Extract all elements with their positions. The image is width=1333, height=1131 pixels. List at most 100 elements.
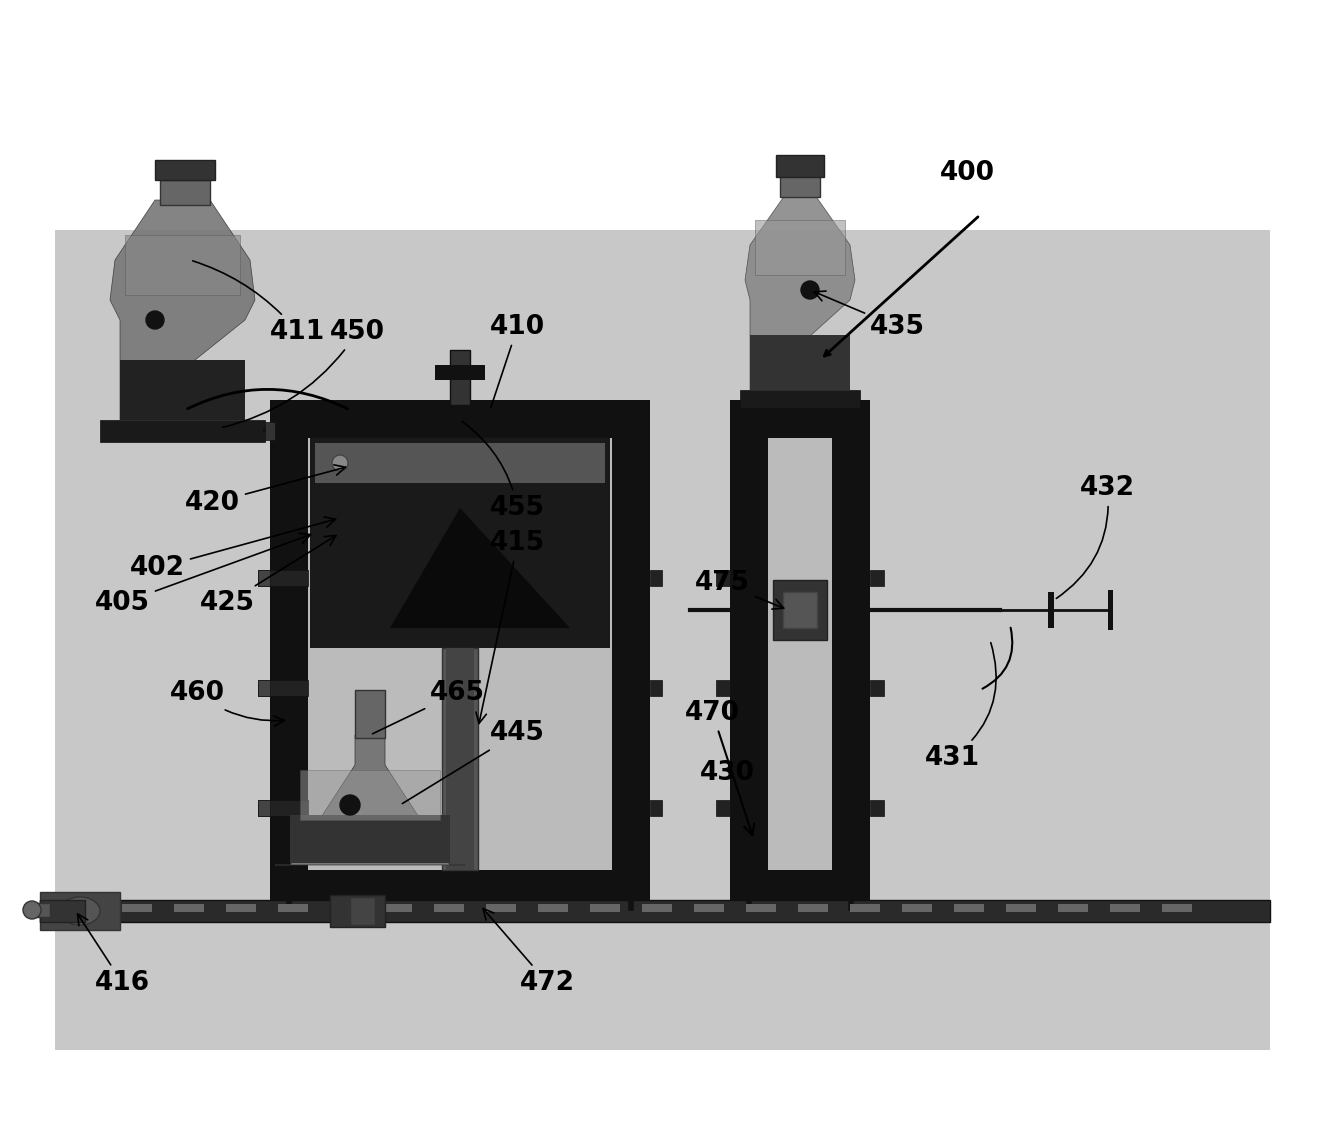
Bar — [694, 904, 724, 912]
Text: 400: 400 — [940, 159, 994, 185]
Text: 411: 411 — [193, 261, 325, 345]
Bar — [651, 800, 663, 815]
Text: 465: 465 — [372, 680, 485, 734]
Bar — [870, 800, 884, 815]
Bar — [435, 365, 485, 380]
Bar — [383, 904, 412, 912]
Bar — [331, 895, 385, 927]
Bar — [651, 570, 663, 586]
Ellipse shape — [23, 901, 41, 920]
Bar — [271, 400, 308, 908]
Bar — [1048, 592, 1054, 628]
Bar — [451, 349, 471, 405]
Bar — [259, 680, 271, 696]
Bar — [1110, 904, 1140, 912]
Bar — [271, 870, 651, 908]
Bar — [832, 400, 870, 908]
Bar — [311, 438, 611, 648]
Text: 445: 445 — [403, 720, 545, 803]
Bar — [591, 904, 620, 912]
Text: 415: 415 — [476, 530, 545, 724]
Bar — [716, 680, 730, 696]
Bar — [355, 690, 385, 739]
Bar — [55, 230, 1270, 1050]
Bar — [259, 800, 271, 815]
Bar — [265, 422, 275, 440]
Polygon shape — [291, 815, 451, 863]
Bar — [259, 570, 308, 586]
Bar — [730, 400, 870, 438]
Bar — [1162, 904, 1192, 912]
Bar — [1108, 590, 1113, 630]
Text: 402: 402 — [131, 517, 336, 581]
Bar — [870, 570, 884, 586]
Bar — [155, 159, 215, 180]
Text: 470: 470 — [685, 700, 754, 835]
Bar — [40, 892, 120, 930]
Text: 435: 435 — [814, 291, 925, 340]
Polygon shape — [391, 508, 571, 628]
Bar — [776, 155, 824, 176]
Bar — [160, 180, 211, 205]
Bar — [331, 904, 360, 912]
Bar — [539, 904, 568, 912]
Bar — [308, 438, 612, 870]
Bar — [125, 235, 240, 295]
Bar — [259, 570, 271, 586]
Bar — [300, 770, 440, 820]
Bar — [643, 904, 672, 912]
Polygon shape — [120, 360, 245, 420]
Bar — [902, 904, 932, 912]
Bar — [227, 904, 256, 912]
Text: 405: 405 — [95, 533, 311, 616]
Bar — [1058, 904, 1088, 912]
Ellipse shape — [340, 795, 360, 815]
Bar — [487, 904, 516, 912]
Bar — [612, 400, 651, 908]
Polygon shape — [275, 735, 465, 865]
Text: 472: 472 — [483, 908, 575, 996]
Bar — [730, 870, 870, 908]
Bar — [271, 400, 651, 438]
Text: 455: 455 — [463, 422, 545, 521]
Polygon shape — [745, 195, 854, 390]
Bar — [651, 680, 663, 696]
Bar — [773, 580, 826, 640]
Bar — [175, 904, 204, 912]
Bar — [954, 904, 984, 912]
Text: 475: 475 — [694, 570, 784, 610]
Bar — [730, 400, 768, 908]
Bar — [746, 904, 776, 912]
Ellipse shape — [801, 280, 818, 299]
Bar — [447, 648, 475, 870]
Bar — [782, 592, 817, 628]
Bar — [100, 420, 265, 442]
Polygon shape — [750, 335, 850, 390]
Bar — [768, 438, 832, 870]
Text: 425: 425 — [200, 535, 336, 616]
Text: 416: 416 — [77, 914, 151, 996]
Bar — [279, 904, 308, 912]
Bar — [850, 904, 880, 912]
Text: 432: 432 — [1056, 475, 1134, 598]
Ellipse shape — [332, 455, 348, 470]
Bar — [1006, 904, 1036, 912]
Bar — [716, 800, 730, 815]
Bar — [71, 904, 100, 912]
Bar — [123, 904, 152, 912]
Bar — [754, 221, 845, 275]
Text: 410: 410 — [491, 314, 545, 407]
Bar — [40, 900, 85, 922]
Bar — [435, 904, 464, 912]
Text: 430: 430 — [700, 760, 754, 786]
Bar — [870, 680, 884, 696]
Text: 420: 420 — [185, 465, 345, 516]
Bar — [31, 903, 51, 917]
Ellipse shape — [147, 311, 164, 329]
Bar — [351, 897, 375, 925]
Polygon shape — [111, 200, 255, 420]
Bar — [716, 570, 730, 586]
Bar — [259, 680, 308, 696]
Ellipse shape — [60, 897, 100, 925]
Bar — [315, 443, 605, 483]
